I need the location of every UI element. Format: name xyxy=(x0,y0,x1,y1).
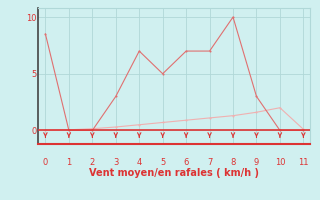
X-axis label: Vent moyen/en rafales ( km/h ): Vent moyen/en rafales ( km/h ) xyxy=(89,168,260,178)
